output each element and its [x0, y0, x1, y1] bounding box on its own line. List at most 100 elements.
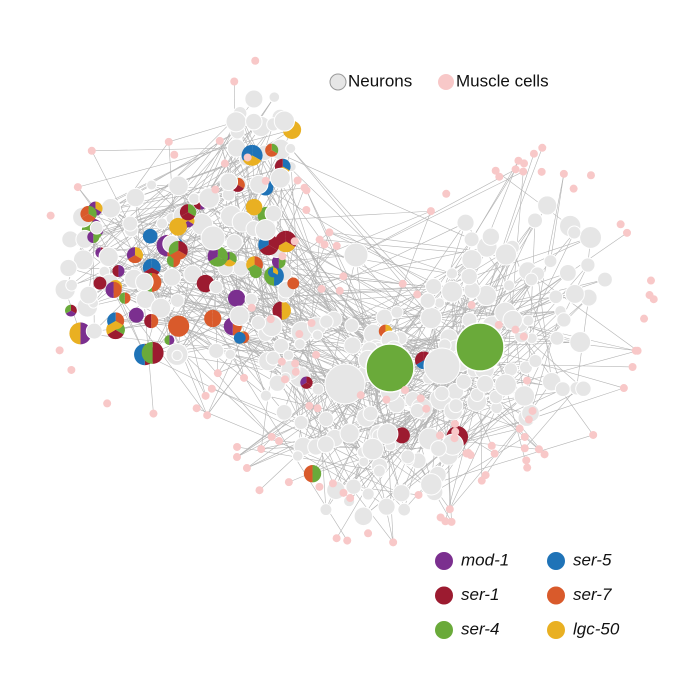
muscle-node [445, 505, 454, 514]
legend-label: ser-1 [461, 585, 499, 604]
muscle-node [646, 276, 655, 285]
neuron-node [244, 89, 264, 109]
pie-wedge [128, 307, 144, 323]
neuron-node [318, 411, 335, 428]
neuron-node [494, 243, 518, 266]
neuron-node [569, 331, 592, 354]
pie-wedge [169, 217, 187, 236]
edge [505, 171, 525, 385]
muscle-node [462, 449, 471, 458]
muscle-node [339, 488, 348, 497]
edge [486, 147, 543, 296]
muscle-node [233, 442, 242, 451]
edge [91, 150, 153, 268]
receptor-node [245, 198, 263, 216]
neuron-node [319, 503, 333, 517]
muscle-node [317, 284, 326, 293]
neuron-node [250, 315, 267, 331]
neuron-node [425, 277, 443, 296]
edge [290, 148, 429, 301]
pie-wedge [252, 144, 263, 161]
muscle-node [240, 373, 249, 382]
pie-wedge [312, 465, 322, 483]
legend-swatch [435, 586, 453, 605]
muscle-node [435, 431, 444, 440]
neuron-node [448, 398, 464, 414]
neuron-node [168, 175, 189, 197]
pie-wedge [188, 204, 197, 217]
neuron-node [135, 272, 154, 292]
neuron-node [79, 285, 98, 305]
receptor-node [227, 289, 246, 307]
muscle-node [523, 463, 532, 472]
receptor-node [222, 252, 237, 267]
pie-wedge [118, 265, 125, 278]
muscle-node [619, 384, 628, 393]
neuron-node [527, 212, 544, 229]
neuron-node [65, 278, 78, 292]
receptor-node [168, 315, 190, 337]
muscle-node [494, 320, 503, 329]
neuron-node [264, 204, 283, 223]
edge [278, 261, 380, 437]
neuron-node [494, 373, 517, 397]
muscle-node [170, 150, 179, 159]
edge [260, 358, 274, 450]
neuron-node [433, 297, 446, 309]
edge [302, 389, 319, 447]
edge [315, 354, 365, 462]
neuron-node [259, 389, 272, 402]
receptor-node [126, 247, 143, 264]
legend-label: ser-5 [573, 550, 612, 569]
neuron-node [461, 249, 483, 271]
pie-wedge [212, 309, 222, 328]
pie-wedge [229, 252, 237, 263]
pie-wedge [126, 247, 135, 260]
neuron-node [85, 322, 103, 340]
neuron-node [441, 280, 464, 303]
neuron-node [579, 226, 603, 249]
pie-wedge [276, 241, 296, 253]
neuron-node [273, 110, 295, 132]
muscle-node [346, 494, 355, 503]
neuron-node [282, 349, 295, 361]
edge [282, 166, 335, 320]
pie-wedge [88, 205, 97, 218]
edge [306, 190, 377, 349]
pie-wedge [70, 304, 77, 314]
edge [168, 121, 237, 143]
edge [239, 337, 382, 370]
legend-label: Muscle cells [456, 71, 549, 90]
pie-wedge [273, 267, 279, 275]
muscle-node [103, 399, 112, 408]
muscle-node [477, 476, 486, 485]
receptor-node [65, 304, 77, 317]
muscle-node [267, 432, 276, 441]
neuron-node [273, 337, 290, 354]
muscle-node [616, 220, 625, 229]
receptor-node [265, 143, 279, 157]
pie-wedge [300, 376, 307, 386]
edge [268, 244, 377, 349]
muscle-node [491, 166, 500, 175]
receptor-node [144, 314, 159, 329]
pie-wedge [204, 309, 213, 328]
edge [349, 408, 422, 434]
edge [457, 388, 563, 438]
edge [255, 272, 363, 453]
muscle-node [450, 419, 459, 428]
muscle-node [645, 291, 654, 300]
muscle-node [540, 450, 549, 459]
muscle-node [528, 406, 537, 415]
muscle-node [332, 241, 341, 250]
muscle-node [278, 252, 287, 261]
muscle-node [201, 391, 210, 400]
neuron-node [343, 336, 362, 355]
neuron-node [397, 502, 412, 517]
edge [281, 310, 379, 349]
receptor-node [168, 240, 188, 260]
receptor-node [164, 335, 175, 346]
edge [134, 254, 318, 336]
muscle-node [450, 434, 459, 443]
muscle-node [87, 146, 96, 155]
